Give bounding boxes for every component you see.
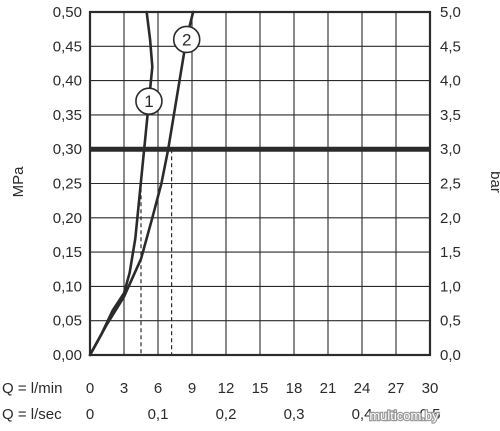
x2-tick-label: 0,4 <box>352 406 373 423</box>
series-2-label: 2 <box>182 30 191 49</box>
y-right-tick-labels: 0,0 0,5 1,0 1,5 2,0 2,5 3,0 3,5 4,0 4,5 5,0 <box>440 4 461 364</box>
y-right-tick-label: 5,0 <box>440 4 461 21</box>
x2-tick-label: 0 <box>86 406 94 423</box>
x2-tick-label: 0,1 <box>148 406 169 423</box>
series-2-badge <box>172 25 201 54</box>
series-1-badge <box>135 87 163 115</box>
series-1-line <box>88 10 154 357</box>
x-tick-label: 30 <box>422 380 439 397</box>
y-right-tick-label: 4,0 <box>440 73 461 90</box>
y-right-tick-label: 2,5 <box>440 176 461 193</box>
watermark: multicom.by <box>369 408 439 423</box>
x-tick-label: 24 <box>354 380 371 397</box>
y-left-tick-label: 0,45 <box>53 38 82 55</box>
x-tick-label: 27 <box>388 380 405 397</box>
y-left-tick-label: 0,40 <box>53 73 82 90</box>
y-right-tick-label: 3,0 <box>440 141 461 158</box>
y-left-tick-label: 0,35 <box>53 107 82 124</box>
x-tick-label: 12 <box>218 380 235 397</box>
x-tick-label: 9 <box>188 380 196 397</box>
y-right-tick-label: 2,0 <box>440 210 461 227</box>
y-left-axis-title: MPa <box>10 166 27 198</box>
y-right-axis-title: bar <box>487 171 500 193</box>
x-tick-label: 0 <box>86 380 94 397</box>
y-left-tick-label: 0,15 <box>53 244 82 261</box>
plot-frame-layer <box>88 10 432 357</box>
series-labels-layer: 12 <box>135 25 201 115</box>
y-left-tick-label: 0,50 <box>53 4 82 21</box>
y-right-tick-label: 0,5 <box>440 313 461 330</box>
y-left-tick-label: 0,20 <box>53 210 82 227</box>
y-right-tick-label: 0,0 <box>440 347 461 364</box>
flow-marker-guides <box>140 149 173 355</box>
series-1-label: 1 <box>144 92 153 111</box>
x-tick-label: 15 <box>252 380 269 397</box>
y-left-tick-label: 0,00 <box>53 347 82 364</box>
x-tick-label: 21 <box>320 380 337 397</box>
y-left-tick-label: 0,30 <box>53 141 82 158</box>
plot-frame <box>88 10 432 357</box>
x2-axis-label: Q = l/sec <box>2 406 62 423</box>
x-tick-label: 18 <box>286 380 303 397</box>
x-axis-label: Q = l/min <box>2 380 62 397</box>
x-tick-label: 3 <box>120 380 128 397</box>
x2-tick-label: 0,2 <box>216 406 237 423</box>
y-left-tick-label: 0,05 <box>53 313 82 330</box>
x-tick-label: 6 <box>154 380 162 397</box>
y-right-tick-label: 1,0 <box>440 278 461 295</box>
y-left-tick-label: 0,10 <box>53 278 82 295</box>
y-right-tick-label: 1,5 <box>440 244 461 261</box>
x2-tick-label: 0,5 <box>420 406 441 423</box>
x2-tick-label: 0,3 <box>284 406 305 423</box>
y-right-tick-label: 3,5 <box>440 107 461 124</box>
y-left-tick-labels: 0,00 0,05 0,10 0,15 0,20 0,25 0,30 0,35 0,40 0,45… <box>53 4 82 364</box>
y-left-tick-label: 0,25 <box>53 176 82 193</box>
x-tick-labels: 0 3 6 9 12 15 18 21 24 27 30 <box>86 380 439 397</box>
x2-tick-labels: 0 0,1 0,2 0,3 0,4 0,5 <box>86 406 441 423</box>
y-right-tick-label: 4,5 <box>440 38 461 55</box>
